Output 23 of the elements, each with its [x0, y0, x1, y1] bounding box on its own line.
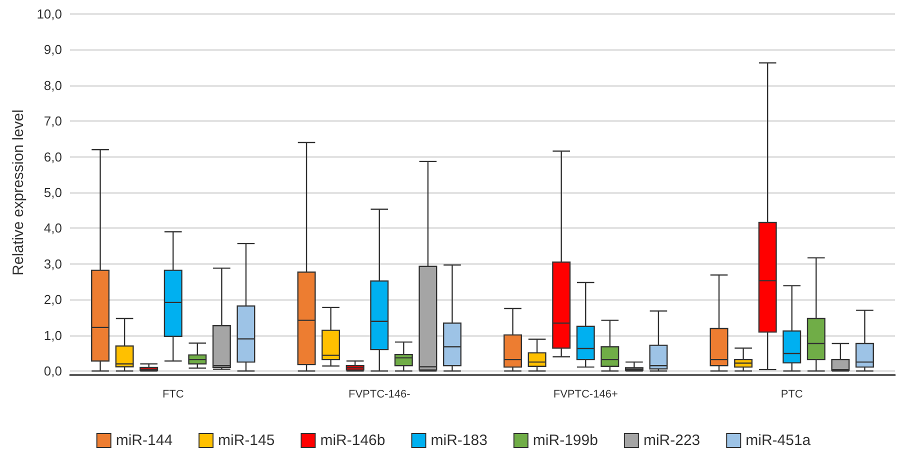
- y-tick-label: 4,0: [44, 220, 62, 236]
- y-tick-label: 9,0: [44, 42, 62, 58]
- legend-label: miR-183: [430, 432, 488, 449]
- y-tick-label: 1,0: [44, 328, 62, 343]
- y-tick-label: 7,0: [44, 114, 62, 129]
- x-tick-label: FVPTC-146+: [553, 388, 618, 400]
- legend-label: miR-223: [643, 432, 700, 449]
- legend-label: miR-144: [116, 432, 173, 449]
- legend-label: miR-145: [218, 432, 275, 449]
- y-axis-title: Relative expression level: [10, 110, 27, 276]
- y-tick-label: 0,0: [44, 364, 62, 378]
- y-tick-label: 10,0: [36, 6, 62, 22]
- legend-label: miR-199b: [532, 432, 598, 449]
- x-tick-label: FVPTC-146-: [348, 388, 411, 400]
- legend-label: miR-146b: [320, 432, 386, 449]
- y-tick-label: 6,0: [44, 149, 62, 164]
- legend-label: miR-451a: [746, 432, 812, 449]
- y-tick-label: 5,0: [44, 185, 62, 200]
- x-tick-label: PTC: [780, 388, 803, 400]
- y-tick-label: 2,0: [44, 292, 62, 308]
- x-tick-label: FTC: [162, 388, 184, 400]
- y-tick-label: 3,0: [44, 256, 62, 272]
- y-tick-label: 8,0: [44, 78, 62, 93]
